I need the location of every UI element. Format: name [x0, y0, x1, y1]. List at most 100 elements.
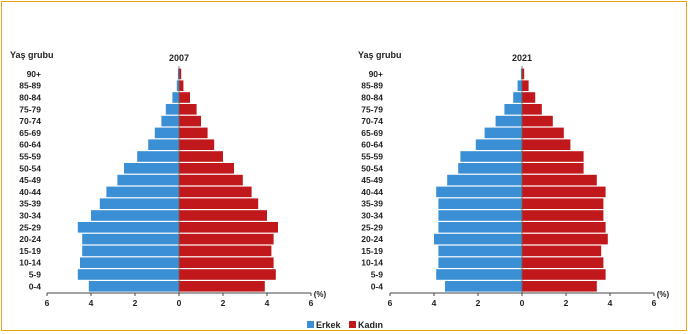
bar-female-40-44 — [522, 186, 606, 198]
x-tick-label: 6 — [652, 298, 657, 308]
bar-male-55-59 — [137, 151, 179, 162]
bar-male-35-39 — [99, 198, 179, 209]
bar-male-10-14 — [438, 257, 522, 268]
bar-male-10-14 — [80, 257, 179, 268]
category-label: 85-89 — [361, 81, 383, 91]
bar-female-20-24 — [522, 233, 608, 245]
bar-male-70-74 — [495, 115, 522, 127]
chart-title: 2007 — [169, 53, 189, 63]
bar-male-85-89 — [517, 80, 522, 91]
bar-female-0-4 — [179, 281, 265, 292]
category-label: 40-44 — [361, 187, 383, 197]
bar-male-50-54 — [124, 163, 179, 174]
category-label: 45-49 — [361, 175, 383, 185]
bar-female-15-19 — [522, 245, 602, 257]
bar-male-80-84 — [172, 92, 179, 103]
bar-male-90+ — [520, 68, 522, 80]
category-label: 75-79 — [19, 104, 41, 114]
legend-swatch-female — [349, 321, 357, 328]
legend-label-male: Erkek — [315, 320, 341, 330]
bar-female-55-59 — [522, 151, 584, 162]
y-axis-title: Yaş grubu — [358, 50, 402, 60]
category-label: 10-14 — [19, 258, 41, 268]
bar-female-90+ — [522, 68, 525, 80]
bar-female-60-64 — [522, 139, 571, 150]
bar-female-0-4 — [522, 281, 597, 292]
x-tick-label: 4 — [89, 298, 94, 308]
bar-female-80-84 — [522, 92, 536, 103]
bar-male-35-39 — [438, 198, 522, 209]
category-label: 45-49 — [19, 175, 41, 185]
category-label: 30-34 — [361, 211, 383, 221]
bar-female-15-19 — [179, 245, 272, 257]
x-tick-label: 6 — [45, 298, 50, 308]
bar-male-65-69 — [484, 127, 522, 139]
category-label: 5-9 — [371, 270, 384, 280]
category-label: 90+ — [27, 69, 41, 79]
bar-female-45-49 — [179, 174, 243, 186]
category-label: 20-24 — [19, 234, 41, 244]
bar-male-80-84 — [513, 92, 522, 103]
bar-male-20-24 — [434, 233, 522, 245]
legend-item-female: Kadın — [349, 320, 383, 330]
bar-male-90+ — [177, 68, 179, 80]
bar-male-5-9 — [436, 269, 522, 280]
bar-male-40-44 — [436, 186, 522, 198]
bar-male-20-24 — [82, 233, 179, 245]
category-label: 15-19 — [19, 246, 41, 256]
bar-male-25-29 — [438, 222, 522, 233]
category-label: 30-34 — [19, 211, 41, 221]
category-label: 50-54 — [361, 163, 383, 173]
category-label: 65-69 — [19, 128, 41, 138]
bar-male-45-49 — [117, 174, 179, 186]
bar-female-65-69 — [179, 127, 208, 139]
bar-female-55-59 — [179, 151, 223, 162]
bar-male-55-59 — [460, 151, 522, 162]
bar-male-50-54 — [458, 163, 522, 174]
x-tick-label: 0 — [177, 298, 182, 308]
bar-male-65-69 — [154, 127, 179, 139]
bar-female-75-79 — [179, 104, 197, 115]
bar-male-30-34 — [438, 210, 522, 221]
bar-female-80-84 — [179, 92, 190, 103]
category-label: 15-19 — [361, 246, 383, 256]
bar-female-5-9 — [179, 269, 276, 280]
category-label: 50-54 — [19, 163, 41, 173]
bar-female-85-89 — [179, 80, 184, 91]
bar-female-50-54 — [522, 163, 584, 174]
bar-female-70-74 — [179, 115, 201, 127]
x-axis-unit: (%) — [657, 290, 670, 299]
bar-female-60-64 — [179, 139, 215, 150]
bar-female-90+ — [179, 68, 182, 80]
x-tick-label: 2 — [133, 298, 138, 308]
category-label: 60-64 — [361, 140, 383, 150]
bar-female-65-69 — [522, 127, 564, 139]
bar-male-85-89 — [176, 80, 179, 91]
bar-female-85-89 — [522, 80, 529, 91]
bar-female-10-14 — [179, 257, 274, 268]
x-tick-label: 4 — [432, 298, 437, 308]
bar-male-15-19 — [438, 245, 522, 257]
bar-female-25-29 — [179, 222, 278, 233]
bar-male-0-4 — [88, 281, 179, 292]
x-tick-label: 4 — [608, 298, 613, 308]
category-label: 65-69 — [361, 128, 383, 138]
category-label: 5-9 — [29, 270, 42, 280]
bar-male-15-19 — [82, 245, 179, 257]
legend-item-male: Erkek — [306, 320, 343, 330]
legend-swatch-male — [306, 321, 314, 328]
category-label: 75-79 — [361, 104, 383, 114]
bar-male-60-64 — [148, 139, 179, 150]
x-axis-unit: (%) — [314, 290, 327, 299]
legend-label-female: Kadın — [358, 320, 384, 330]
bar-female-30-34 — [522, 210, 604, 221]
bar-female-35-39 — [179, 198, 259, 209]
category-label: 0-4 — [371, 281, 384, 291]
x-tick-label: 4 — [265, 298, 270, 308]
bar-female-70-74 — [522, 115, 553, 127]
bar-male-60-64 — [475, 139, 522, 150]
category-label: 35-39 — [19, 199, 41, 209]
x-tick-label: 6 — [309, 298, 314, 308]
legend: Erkek Kadın — [0, 320, 690, 330]
chart-title: 2021 — [512, 53, 532, 63]
